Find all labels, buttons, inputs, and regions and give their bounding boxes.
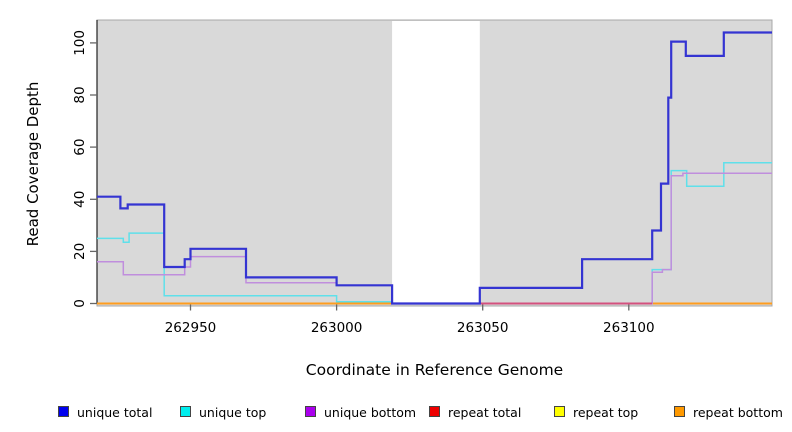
legend-label: unique total <box>77 405 153 420</box>
legend-label: unique bottom <box>324 405 417 420</box>
legend-swatch-repeat-bottom <box>674 406 685 417</box>
y-axis-title: Read Coverage Depth <box>24 81 42 247</box>
legend-item-repeat-top: repeat top <box>554 402 639 420</box>
gap-band <box>392 21 480 303</box>
legend: unique total unique top unique bottom re… <box>0 402 792 422</box>
legend-item-unique-top: unique top <box>180 402 267 420</box>
x-tick-label: 262950 <box>165 320 217 336</box>
y-tick-label: 20 <box>72 243 88 260</box>
series-unique-total <box>97 31 772 305</box>
x-axis-title: Coordinate in Reference Genome <box>305 361 564 379</box>
legend-label: repeat bottom <box>693 405 783 420</box>
legend-label: unique top <box>199 405 267 420</box>
y-tick-label: 60 <box>72 139 88 156</box>
y-tick-label: 80 <box>72 86 88 103</box>
y-tick-label: 0 <box>72 299 88 308</box>
x-tick-label: 263100 <box>603 320 655 336</box>
legend-item-unique-total: unique total <box>58 402 153 420</box>
legend-label: repeat top <box>573 405 639 420</box>
y-tick-label: 40 <box>72 191 88 208</box>
legend-swatch-repeat-top <box>554 406 565 417</box>
legend-item-repeat-bottom: repeat bottom <box>674 402 783 420</box>
legend-swatch-unique-total <box>58 406 69 417</box>
legend-swatch-repeat-total <box>429 406 440 417</box>
x-tick-label: 263000 <box>311 320 363 336</box>
y-tick-label: 100 <box>72 30 88 56</box>
legend-item-repeat-total: repeat total <box>429 402 522 420</box>
legend-swatch-unique-top <box>180 406 191 417</box>
legend-label: repeat total <box>448 405 522 420</box>
x-tick-label: 263050 <box>457 320 509 336</box>
legend-swatch-unique-bottom <box>305 406 316 417</box>
legend-item-unique-bottom: unique bottom <box>305 402 417 420</box>
